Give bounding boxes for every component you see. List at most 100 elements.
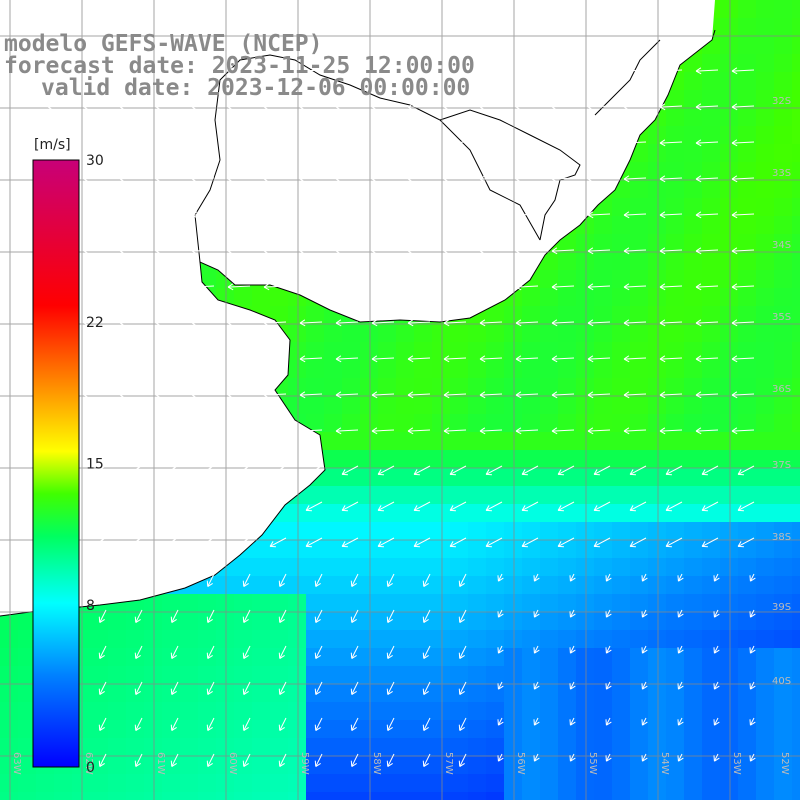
field-cell	[432, 576, 450, 594]
wind-arrow	[407, 319, 431, 327]
lon-label: 55W	[587, 752, 598, 775]
field-cell	[684, 432, 702, 450]
field-cell	[432, 702, 450, 720]
colorbar-tick-label: 30	[86, 153, 104, 169]
field-cell	[270, 684, 288, 702]
field-cell	[432, 630, 450, 648]
field-cell	[468, 504, 486, 522]
field-cell	[558, 666, 576, 684]
field-cell	[594, 612, 612, 630]
field-cell	[774, 630, 792, 648]
field-cell	[306, 648, 324, 666]
field-cell	[792, 36, 800, 54]
field-cell	[792, 684, 800, 702]
wind-arrow	[119, 427, 143, 435]
wind-arrow	[155, 139, 179, 147]
wind-arrow	[197, 501, 215, 512]
field-cell	[756, 486, 774, 504]
field-cell	[432, 558, 450, 576]
field-cell	[738, 90, 756, 108]
field-cell	[756, 72, 774, 90]
field-cell	[666, 792, 684, 800]
field-cell	[612, 558, 630, 576]
field-cell	[756, 540, 774, 558]
field-cell	[360, 738, 378, 756]
field-cell	[288, 774, 306, 792]
field-cell	[504, 648, 522, 666]
field-cell	[252, 702, 270, 720]
field-cell	[90, 666, 108, 684]
field-cell	[720, 540, 738, 558]
field-cell	[396, 774, 414, 792]
field-cell	[720, 756, 738, 774]
field-cell	[792, 0, 800, 18]
lon-label: 57W	[443, 752, 454, 775]
field-cell	[396, 738, 414, 756]
lat-label: 32S	[772, 96, 791, 107]
wind-arrow	[98, 681, 107, 695]
field-cell	[792, 54, 800, 72]
wind-arrow	[134, 573, 143, 587]
wind-arrow	[335, 427, 359, 435]
border-line	[194, 54, 541, 263]
field-cell	[18, 648, 36, 666]
field-cell	[306, 738, 324, 756]
wind-arrow	[47, 103, 71, 111]
field-cell	[432, 450, 450, 468]
lon-label: 61W	[155, 752, 166, 775]
wind-arrow	[677, 645, 684, 654]
field-cell	[756, 702, 774, 720]
field-cell	[612, 756, 630, 774]
field-cell	[612, 720, 630, 738]
wind-arrow	[371, 283, 395, 291]
wind-arrow	[731, 283, 755, 291]
field-cell	[396, 432, 414, 450]
field-cell	[666, 252, 684, 270]
field-cell	[216, 756, 234, 774]
field-cell	[288, 378, 306, 396]
wind-arrow	[242, 681, 251, 695]
field-cell	[324, 630, 342, 648]
field-cell	[630, 522, 648, 540]
wind-arrow	[731, 247, 755, 255]
field-cell	[702, 306, 720, 324]
field-cell	[216, 630, 234, 648]
field-cell	[0, 666, 18, 684]
wind-arrow	[155, 103, 179, 111]
field-cell	[270, 756, 288, 774]
field-cell	[720, 594, 738, 612]
field-cell	[720, 468, 738, 486]
field-cell	[144, 756, 162, 774]
coastline	[0, 29, 716, 617]
field-cell	[486, 558, 504, 576]
wind-arrow	[515, 139, 539, 147]
wind-arrow	[569, 717, 576, 726]
field-cell	[504, 594, 522, 612]
wind-arrow	[83, 391, 107, 399]
field-cell	[558, 396, 576, 414]
wind-arrow	[731, 211, 755, 219]
field-cell	[18, 612, 36, 630]
field-cell	[360, 522, 378, 540]
lon-label: 53W	[731, 752, 742, 775]
field-cell	[234, 666, 252, 684]
wind-arrow	[269, 501, 287, 512]
field-cell	[774, 360, 792, 378]
wind-arrow	[749, 717, 756, 726]
field-cell	[558, 270, 576, 288]
wind-arrow	[587, 175, 611, 183]
field-cell	[576, 720, 594, 738]
field-cell	[774, 162, 792, 180]
field-cell	[144, 792, 162, 800]
wind-arrow	[227, 175, 251, 183]
field-cell	[360, 594, 378, 612]
colorbar-unit: [m/s]	[34, 137, 71, 153]
field-cell	[612, 792, 630, 800]
field-cell	[252, 684, 270, 702]
field-cell	[576, 414, 594, 432]
field-cell	[234, 684, 252, 702]
field-cell	[648, 522, 666, 540]
field-cell	[504, 738, 522, 756]
field-cell	[666, 90, 684, 108]
field-cell	[324, 702, 342, 720]
